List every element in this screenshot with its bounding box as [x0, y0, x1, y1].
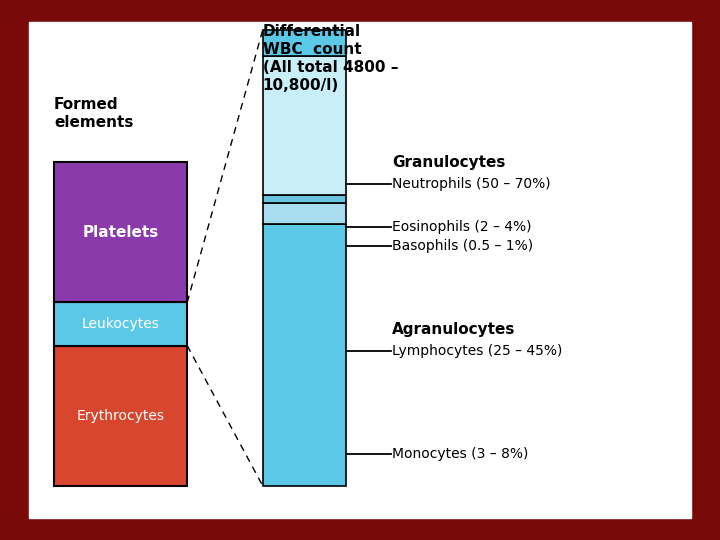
Bar [263, 30, 346, 56]
Text: Platelets: Platelets [83, 225, 158, 240]
Text: Formed
elements: Formed elements [54, 97, 133, 130]
Text: Basophils (0.5 – 1%): Basophils (0.5 – 1%) [392, 239, 534, 253]
Bar [54, 302, 187, 346]
Bar [263, 195, 346, 203]
Text: Agranulocytes: Agranulocytes [392, 322, 516, 337]
Text: Lymphocytes (25 – 45%): Lymphocytes (25 – 45%) [392, 344, 563, 358]
Bar [54, 346, 187, 486]
Text: Eosinophils (2 – 4%): Eosinophils (2 – 4%) [392, 220, 532, 234]
Text: Neutrophils (50 – 70%): Neutrophils (50 – 70%) [392, 177, 551, 191]
Bar [54, 162, 187, 302]
Text: Monocytes (3 – 8%): Monocytes (3 – 8%) [392, 447, 528, 461]
Bar [263, 56, 346, 195]
Bar [263, 224, 346, 486]
Text: Leukocytes: Leukocytes [81, 317, 160, 331]
Bar [263, 203, 346, 224]
Text: Granulocytes: Granulocytes [392, 154, 505, 170]
Text: Differential
WBC  count
(All total 4800 –
10,800/l): Differential WBC count (All total 4800 –… [263, 24, 398, 93]
Text: Erythrocytes: Erythrocytes [76, 409, 165, 423]
